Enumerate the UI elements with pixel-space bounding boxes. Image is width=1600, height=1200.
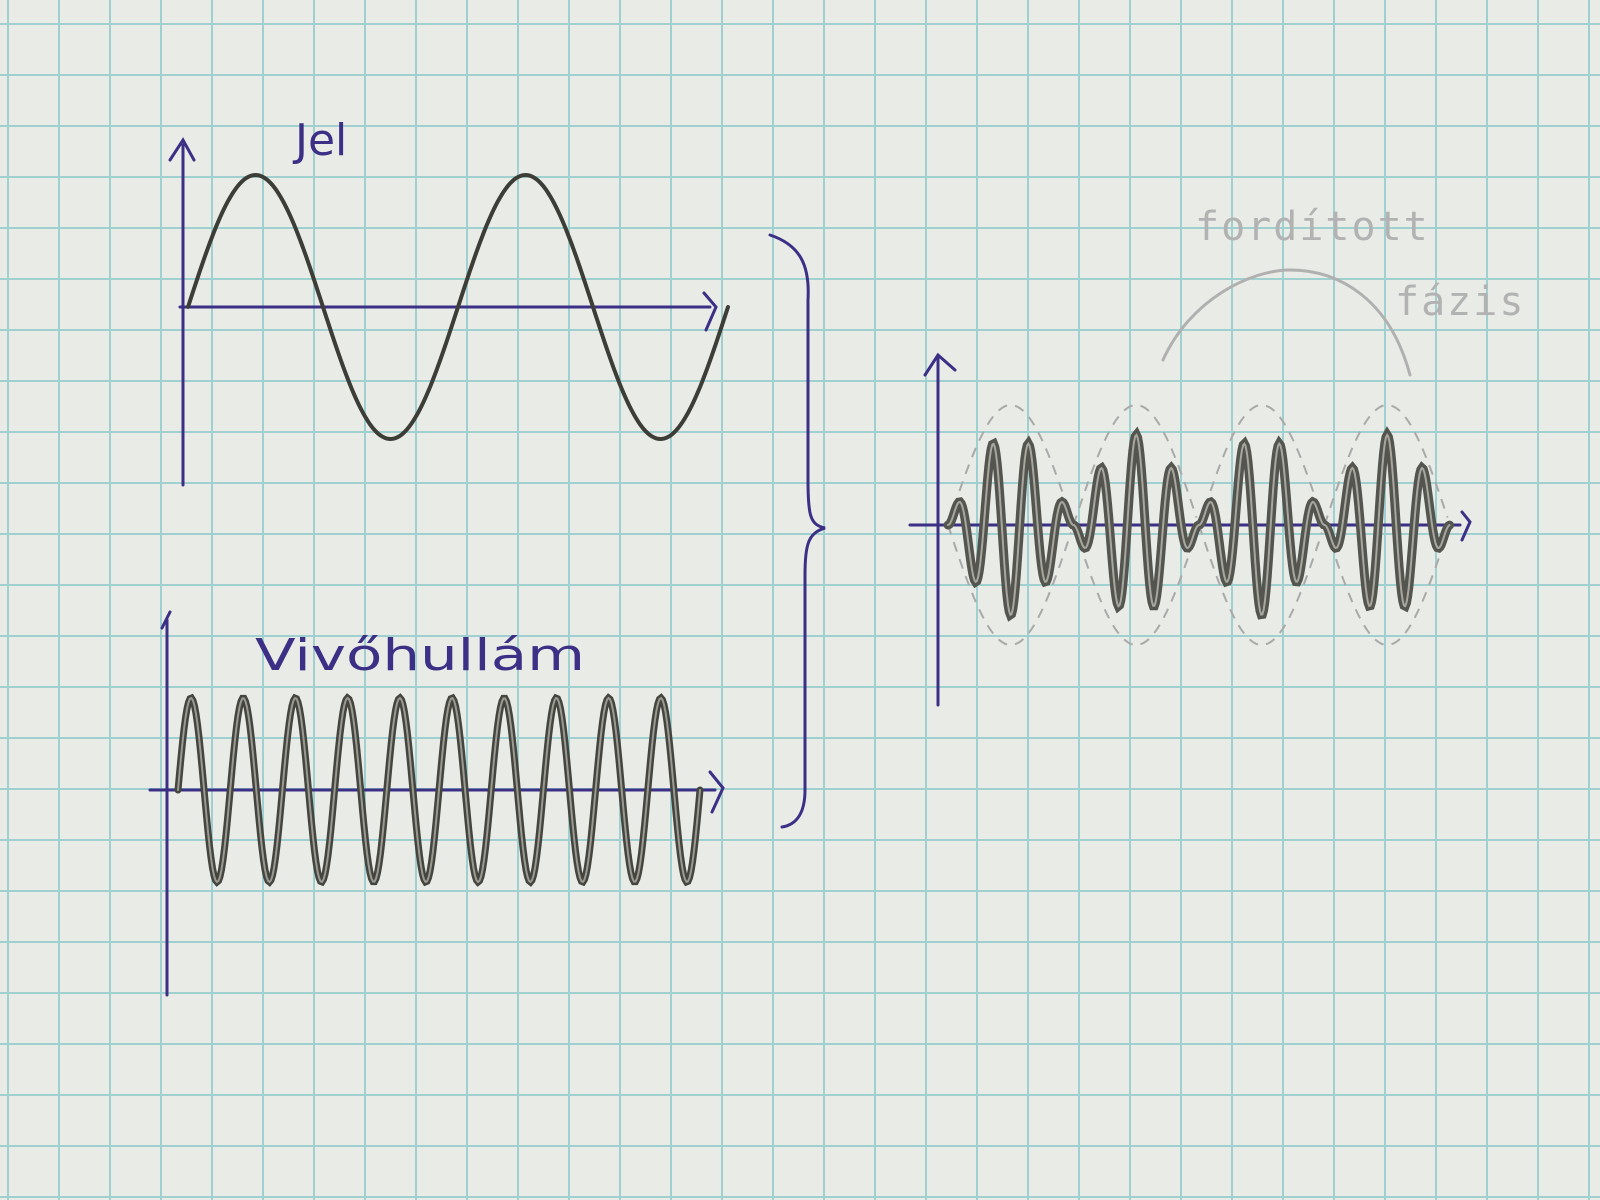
modulated-diagram: fordított fázis: [908, 204, 1525, 707]
carrier-diagram: Vivőhullám: [148, 610, 725, 997]
combining-brace: [768, 233, 826, 829]
modulated-wave-highlight: [947, 433, 1451, 617]
inverted-phase-arc: [1161, 268, 1412, 377]
envelope-lower: [1198, 524, 1323, 647]
signal-wave: [186, 172, 730, 442]
inverted-phase-label-line1: fordított: [1195, 204, 1430, 250]
envelope-upper: [1072, 403, 1198, 526]
signal-label: Jel: [292, 115, 347, 166]
envelope-lower: [1072, 524, 1198, 647]
signal-x-axis: [178, 291, 718, 332]
carrier-wave-highlight: [177, 696, 701, 884]
envelope-lower: [1323, 524, 1449, 647]
carrier-y-axis: [160, 610, 172, 997]
modulation-envelope: [947, 403, 1449, 647]
envelope-upper: [1323, 403, 1449, 526]
envelope-upper: [1198, 403, 1323, 526]
envelope-upper: [947, 403, 1072, 526]
envelope-lower: [947, 524, 1072, 647]
signal-diagram: Jel: [168, 115, 730, 487]
carrier-label: Vivőhullám: [255, 630, 585, 681]
inverted-phase-label-line2: fázis: [1395, 279, 1525, 325]
signal-y-axis: [168, 137, 196, 487]
modulated-y-axis: [923, 352, 957, 707]
